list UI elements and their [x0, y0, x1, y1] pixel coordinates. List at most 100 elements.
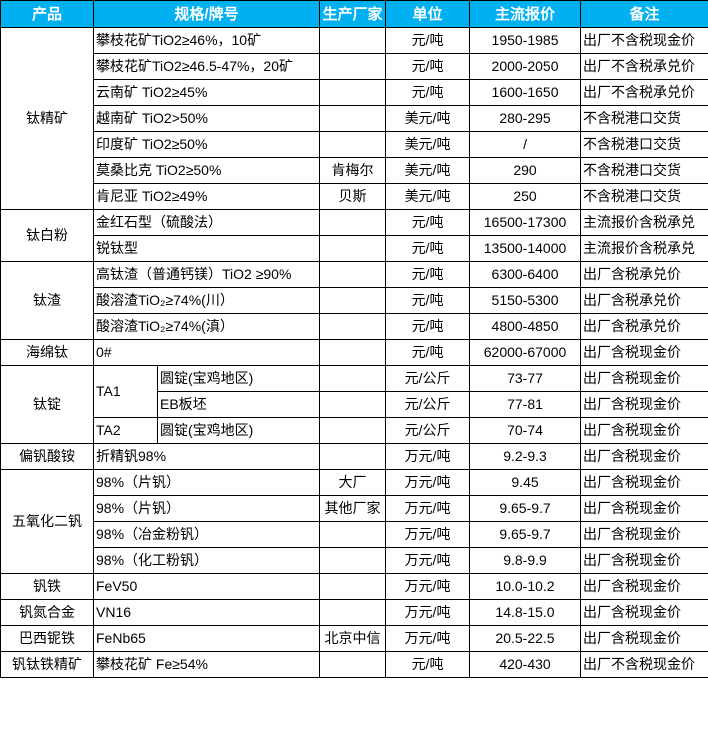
price-cell: 290: [469, 157, 582, 184]
price-cell: 9.65-9.7: [469, 521, 582, 548]
unit-cell: 元/吨: [385, 79, 471, 106]
unit-cell: 万元/吨: [385, 469, 471, 496]
price-cell: 5150-5300: [469, 287, 582, 314]
spec-cell: 98%（冶金粉钒）: [92, 521, 321, 548]
table-row: 云南矿 TiO2≥45% 元/吨 1600-1650 出厂不含税承兑价: [1, 79, 708, 106]
header-product: 产品: [0, 0, 94, 28]
note-cell: 不含税港口交货: [580, 105, 708, 132]
spec-cell: 高钛渣（普通钙镁）TiO2 ≥90%: [92, 261, 321, 288]
product-cell: 钛精矿: [0, 27, 94, 210]
price-cell: 280-295: [469, 105, 582, 132]
spec-cell: 酸溶渣TiO₂≥74%(川）: [92, 287, 321, 314]
table-row: TA2 圆锭(宝鸡地区) 元/公斤 70-74 出厂含税现金价: [1, 417, 708, 444]
price-cell: 73-77: [469, 365, 582, 392]
maker-cell: [319, 573, 387, 600]
unit-cell: 万元/吨: [385, 495, 471, 522]
spec-cell: FeNb65: [92, 625, 321, 652]
price-cell: 1950-1985: [469, 27, 582, 54]
unit-cell: 元/吨: [385, 209, 471, 236]
unit-cell: 美元/吨: [385, 157, 471, 184]
table-row: 钛白粉 金红石型（硫酸法） 元/吨 16500-17300 主流报价含税承兑: [0, 209, 708, 262]
product-cell: 海绵钛: [0, 339, 94, 366]
note-cell: 出厂含税承兑价: [580, 313, 708, 340]
maker-cell: [319, 79, 387, 106]
note-cell: 出厂含税现金价: [580, 547, 708, 574]
price-cell: 2000-2050: [469, 53, 582, 80]
maker-cell: [319, 365, 387, 392]
note-cell: 出厂含税现金价: [580, 469, 708, 496]
price-cell: 77-81: [469, 391, 582, 418]
note-cell: 出厂含税现金价: [580, 391, 708, 418]
maker-cell: [319, 287, 387, 314]
price-cell: /: [469, 131, 582, 158]
note-cell: 主流报价含税承兑: [580, 235, 708, 262]
note-cell: 出厂含税现金价: [580, 443, 708, 470]
unit-cell: 元/吨: [385, 339, 471, 366]
spec-cell: 云南矿 TiO2≥45%: [92, 79, 321, 106]
table-row: 98%（片钒） 其他厂家 万元/吨 9.65-9.7 出厂含税现金价: [1, 495, 708, 522]
spec-cell: 越南矿 TiO2>50%: [92, 105, 321, 132]
header-maker: 生产厂家: [319, 0, 387, 28]
table-row: 钛锭 TA1 圆锭(宝鸡地区) 元/公斤 73-77 出厂含税现金价: [0, 365, 708, 444]
unit-cell: 元/吨: [385, 27, 471, 54]
maker-cell: [319, 105, 387, 132]
price-cell: 6300-6400: [469, 261, 582, 288]
table-row: 酸溶渣TiO₂≥74%(滇） 元/吨 4800-4850 出厂含税承兑价: [1, 313, 708, 340]
header-spec: 规格/牌号: [92, 0, 321, 28]
table-row: 攀枝花矿TiO2≥46.5-47%，20矿 元/吨 2000-2050 出厂不含税承兑…: [1, 53, 708, 80]
note-cell: 不含税港口交货: [580, 157, 708, 184]
price-cell: 1600-1650: [469, 79, 582, 106]
spec-cell: 印度矿 TiO2≥50%: [92, 131, 321, 158]
note-cell: 出厂含税现金价: [580, 625, 708, 652]
unit-cell: 万元/吨: [385, 625, 471, 652]
price-table: 产品 规格/牌号 生产厂家 单位 主流报价 备注 钛精矿 攀枝花矿TiO2≥46%…: [0, 0, 708, 678]
spec-cell: 98%（片钒）: [92, 495, 321, 522]
spec-cell: FeV50: [92, 573, 321, 600]
note-cell: 出厂含税承兑价: [580, 287, 708, 314]
unit-cell: 元/公斤: [385, 365, 471, 392]
spec-cell: 0#: [92, 339, 321, 366]
product-cell: 钛渣: [0, 261, 94, 340]
header-price: 主流报价: [469, 0, 582, 28]
table-row: 酸溶渣TiO₂≥74%(川） 元/吨 5150-5300 出厂含税承兑价: [1, 287, 708, 314]
note-cell: 出厂不含税现金价: [580, 27, 708, 54]
maker-cell: [319, 209, 387, 236]
product-cell: 五氧化二钒: [0, 469, 94, 574]
price-cell: 14.8-15.0: [469, 599, 582, 626]
maker-cell: [319, 547, 387, 574]
note-cell: 出厂不含税承兑价: [580, 79, 708, 106]
sub-spec-cell: EB板坯: [156, 391, 321, 418]
table-row: 海绵钛 0# 元/吨 62000-67000 出厂含税现金价: [0, 339, 708, 366]
maker-cell: [319, 417, 387, 444]
table-row: 莫桑比克 TiO2≥50% 肯梅尔 美元/吨 290 不含税港口交货: [1, 157, 708, 184]
note-cell: 出厂含税现金价: [580, 495, 708, 522]
note-cell: 出厂含税现金价: [580, 339, 708, 366]
product-cell: 钒钛铁精矿: [0, 651, 94, 678]
spec-cell: 莫桑比克 TiO2≥50%: [92, 157, 321, 184]
note-cell: 出厂不含税承兑价: [580, 53, 708, 80]
maker-cell: 肯梅尔: [319, 157, 387, 184]
table-row: 钛精矿 攀枝花矿TiO2≥46%，10矿 元/吨 1950-1985 出厂不含税现金价: [0, 27, 708, 210]
maker-cell: [319, 521, 387, 548]
table-row: 98%（冶金粉钒） 万元/吨 9.65-9.7 出厂含税现金价: [1, 521, 708, 548]
table-row: 钛渣 高钛渣（普通钙镁）TiO2 ≥90% 元/吨 6300-6400 出厂含税承兑价: [0, 261, 708, 340]
maker-cell: [319, 443, 387, 470]
maker-cell: 大厂: [319, 469, 387, 496]
maker-cell: 北京中信: [319, 625, 387, 652]
unit-cell: 万元/吨: [385, 573, 471, 600]
table-row: 钒氮合金 VN16 万元/吨 14.8-15.0 出厂含税现金价: [0, 599, 708, 626]
table-row: 钒钛铁精矿 攀枝花矿 Fe≥54% 元/吨 420-430 出厂不含税现金价: [0, 651, 708, 678]
price-cell: 9.45: [469, 469, 582, 496]
spec-cell: 金红石型（硫酸法）: [92, 209, 321, 236]
header-unit: 单位: [385, 0, 471, 28]
table-row: 印度矿 TiO2≥50% 美元/吨 / 不含税港口交货: [1, 131, 708, 158]
table-row: 巴西铌铁 FeNb65 北京中信 万元/吨 20.5-22.5 出厂含税现金价: [0, 625, 708, 652]
note-cell: 出厂含税现金价: [580, 599, 708, 626]
product-cell: 钛锭: [0, 365, 94, 444]
price-cell: 420-430: [469, 651, 582, 678]
price-cell: 13500-14000: [469, 235, 582, 262]
price-cell: 10.0-10.2: [469, 573, 582, 600]
spec-cell: 攀枝花矿TiO2≥46.5-47%，20矿: [92, 53, 321, 80]
grade-cell: TA1: [93, 365, 158, 418]
maker-cell: [319, 53, 387, 80]
